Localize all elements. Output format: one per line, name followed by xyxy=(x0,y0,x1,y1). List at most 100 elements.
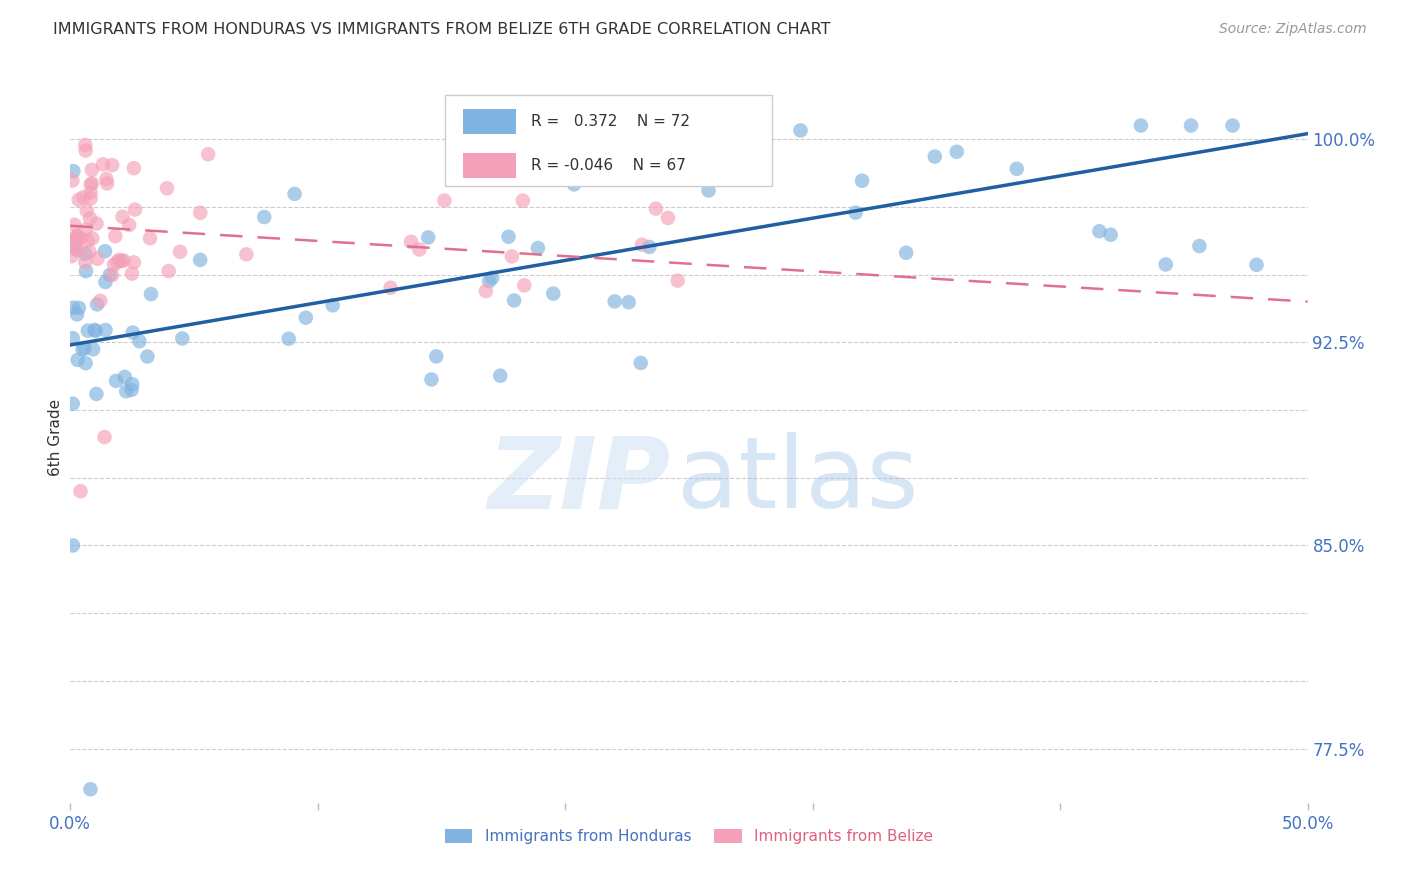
FancyBboxPatch shape xyxy=(446,95,772,186)
Text: ZIP: ZIP xyxy=(488,433,671,530)
Point xyxy=(851,174,873,188)
Point xyxy=(75,264,97,278)
Point xyxy=(75,255,97,269)
Point xyxy=(1099,227,1122,242)
Point xyxy=(114,370,136,384)
Point xyxy=(80,162,103,177)
Point xyxy=(380,281,402,295)
Point xyxy=(121,377,143,392)
Point xyxy=(62,538,84,552)
Point xyxy=(101,268,124,282)
Point xyxy=(73,247,96,261)
Point xyxy=(408,243,430,257)
Point xyxy=(91,157,114,171)
Point xyxy=(527,241,550,255)
Point xyxy=(399,235,422,249)
Point xyxy=(418,230,440,244)
Point xyxy=(425,350,447,364)
Point xyxy=(121,267,143,281)
Legend: Immigrants from Honduras, Immigrants from Belize: Immigrants from Honduras, Immigrants fro… xyxy=(439,822,939,850)
Point xyxy=(79,244,101,259)
Point xyxy=(73,341,96,355)
Point xyxy=(65,242,87,256)
Point xyxy=(617,295,640,310)
Point xyxy=(172,331,194,345)
Point xyxy=(156,181,179,195)
Point xyxy=(1180,119,1202,133)
Point xyxy=(69,484,91,499)
Y-axis label: 6th Grade: 6th Grade xyxy=(48,399,63,475)
Point xyxy=(66,307,89,321)
Point xyxy=(122,161,145,176)
Point xyxy=(603,294,626,309)
Point xyxy=(93,430,115,444)
Point xyxy=(1129,119,1152,133)
Point xyxy=(104,229,127,244)
Point xyxy=(1222,119,1244,133)
Point xyxy=(277,332,299,346)
Text: Source: ZipAtlas.com: Source: ZipAtlas.com xyxy=(1219,22,1367,37)
Point xyxy=(478,274,501,288)
Point xyxy=(197,147,219,161)
Point xyxy=(498,229,520,244)
Point xyxy=(86,217,108,231)
Point xyxy=(481,270,503,285)
Point xyxy=(75,138,97,153)
Point xyxy=(631,237,654,252)
Point xyxy=(112,253,135,268)
Point xyxy=(75,222,97,236)
Point xyxy=(80,178,103,192)
Point xyxy=(76,203,98,218)
Point xyxy=(235,247,257,261)
Point xyxy=(513,278,536,293)
Point xyxy=(89,293,111,308)
Point xyxy=(115,384,138,399)
Point xyxy=(322,298,344,312)
Point xyxy=(75,356,97,370)
Point xyxy=(657,211,679,225)
Point xyxy=(503,293,526,308)
Point xyxy=(83,323,105,337)
Point xyxy=(136,350,159,364)
Text: atlas: atlas xyxy=(676,433,918,530)
Point xyxy=(86,252,108,266)
Point xyxy=(79,211,101,226)
Point xyxy=(1246,258,1268,272)
Point xyxy=(98,268,121,282)
Point xyxy=(66,232,89,246)
FancyBboxPatch shape xyxy=(463,153,516,178)
Point xyxy=(63,218,86,232)
Point xyxy=(67,193,90,207)
Point xyxy=(77,234,100,248)
Point xyxy=(82,231,104,245)
Point xyxy=(128,334,150,348)
Point xyxy=(103,258,125,272)
Point xyxy=(169,244,191,259)
Point xyxy=(60,173,83,187)
Point xyxy=(1188,239,1211,253)
Point xyxy=(105,374,128,388)
Point xyxy=(94,323,117,337)
Point xyxy=(105,255,128,269)
Point xyxy=(139,231,162,245)
Point xyxy=(62,164,84,178)
Point xyxy=(1005,161,1028,176)
Point xyxy=(630,356,652,370)
Point xyxy=(1154,257,1177,271)
Point xyxy=(157,264,180,278)
Point xyxy=(501,249,523,263)
Point xyxy=(924,150,946,164)
Point xyxy=(666,274,689,288)
Point xyxy=(124,202,146,217)
Point xyxy=(645,202,668,216)
Point xyxy=(475,284,498,298)
Point xyxy=(108,252,131,267)
Point xyxy=(80,186,103,200)
Point xyxy=(945,145,967,159)
Point xyxy=(82,343,104,357)
Point xyxy=(118,218,141,232)
Point xyxy=(96,177,118,191)
Point xyxy=(433,194,456,208)
Point xyxy=(62,397,84,411)
Point xyxy=(66,232,89,246)
